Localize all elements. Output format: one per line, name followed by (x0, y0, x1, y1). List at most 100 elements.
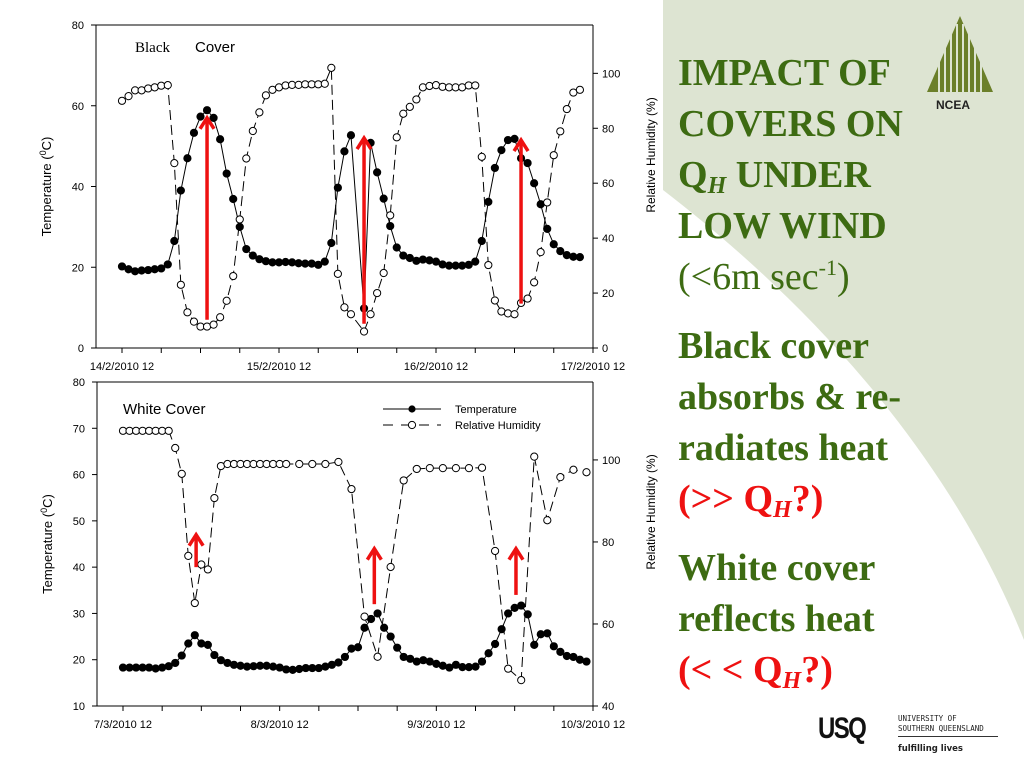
humidity-point (189, 317, 199, 326)
humidity-point (392, 133, 401, 142)
humidity-point (530, 278, 539, 287)
temperature-point (556, 247, 565, 256)
black-line-3: radiates heat (678, 427, 889, 469)
temperature-point (248, 251, 257, 260)
temperature-point (340, 652, 350, 662)
y-tick-label: 80 (73, 377, 85, 389)
humidity-point (386, 562, 395, 572)
temperature-point (189, 128, 199, 137)
humidity-point (282, 459, 291, 469)
y-axis-label-text: Temperature ( (39, 155, 54, 237)
humidity-point (144, 84, 153, 93)
temperature-point (373, 609, 382, 618)
temperature-point (543, 224, 552, 233)
humidity-point (242, 154, 251, 163)
humidity-point (203, 565, 212, 574)
temperature-point (425, 256, 434, 265)
y-axis-label-unit: C) (39, 137, 54, 151)
temperature-point (333, 183, 342, 192)
temperature-point (229, 660, 239, 669)
humidity-point (477, 152, 486, 161)
wind-note-exponent: -1 (818, 255, 837, 280)
usq-logo: USQ UNIVERSITY OF SOUTHERN QUEENSLAND ful… (818, 710, 1008, 760)
temperature-point (262, 661, 271, 670)
red-arrow-head-icon (507, 545, 525, 561)
q-subscript: H (707, 173, 727, 199)
white-line-2: reflects heat (678, 598, 875, 640)
temperature-point (497, 146, 506, 155)
temperature-point (484, 649, 493, 658)
humidity-point (308, 459, 317, 469)
y2-axis-label: Relative Humidity (%) (644, 97, 658, 212)
temperature-point (340, 147, 349, 156)
temperature-point (471, 662, 480, 671)
temperature-point (171, 658, 180, 668)
humidity-point (543, 198, 552, 207)
humidity-point (366, 310, 375, 319)
humidity-point (556, 127, 565, 136)
humidity-point (261, 91, 271, 100)
y2-tick-label: 40 (602, 233, 614, 245)
y2-tick-label: 60 (602, 178, 614, 190)
y-axis-label-text: Temperature ( (40, 512, 55, 594)
temperature-point (269, 662, 278, 671)
temperature-point (360, 623, 369, 632)
usq-logo-mark: USQ (818, 712, 867, 745)
legend-label: Relative Humidity (455, 420, 541, 432)
chart-title-part: Cover (195, 39, 235, 56)
temperature-point (216, 135, 225, 144)
temperature-point (327, 238, 336, 248)
temperature-point (164, 662, 173, 671)
humidity-point (164, 426, 173, 435)
humidity-point (543, 516, 552, 525)
humidity-point (295, 459, 304, 469)
temperature-point (236, 661, 245, 670)
decorative-green-band (663, 0, 1024, 640)
red-arrow-head-icon (355, 134, 373, 150)
title-line-4: LOW WIND (678, 205, 887, 247)
temperature-point (517, 601, 526, 610)
temperature-point (556, 647, 565, 656)
temperature-point (471, 257, 480, 266)
red-arrow-head-icon (365, 545, 383, 561)
red-arrow-head-icon (187, 531, 205, 547)
chart-title-part: Black (135, 40, 170, 56)
humidity-point (431, 81, 441, 90)
temperature-point (582, 657, 591, 666)
temperature-point (353, 643, 363, 652)
ncea-logo-icon (927, 16, 993, 92)
wind-note-text: (<6m sec (678, 256, 819, 298)
humidity-point (235, 215, 244, 224)
humidity-point (373, 652, 382, 661)
chart-black-cover: 0 20 40 60 80 0 20 40 60 80 100 14/2/2010 12 15/2/20… (38, 20, 658, 373)
humidity-point (124, 92, 133, 101)
temperature-point (222, 169, 231, 178)
y-tick-label: 20 (72, 262, 84, 274)
humidity-point (359, 327, 369, 336)
humidity-point (412, 95, 421, 104)
black-qh-close: ?) (791, 478, 824, 520)
humidity-point (405, 102, 414, 111)
humidity-point (184, 551, 193, 560)
temperature-point (203, 640, 212, 650)
humidity-point (347, 484, 356, 494)
x-tick-label: 17/2/2010 12 (561, 361, 625, 373)
humidity-point (477, 463, 487, 472)
temperature-point (393, 643, 402, 652)
temperature-point (184, 639, 193, 648)
wind-note: (<6m sec-1) (678, 252, 1018, 303)
temperature-point (484, 197, 493, 206)
temperature-point (314, 260, 323, 269)
usq-logo-name: UNIVERSITY OF SOUTHERN QUEENSLAND (898, 714, 998, 737)
humidity-point (523, 294, 532, 303)
temperature-point (530, 179, 539, 188)
y-tick-label: 60 (72, 101, 84, 113)
temperature-point (163, 260, 172, 269)
temperature-point (314, 663, 323, 673)
red-arrow-head-icon (512, 136, 530, 153)
y-tick-label: 30 (73, 608, 85, 620)
temperature-point (307, 259, 316, 268)
temperature-point (295, 664, 304, 674)
temperature-point (562, 251, 571, 260)
